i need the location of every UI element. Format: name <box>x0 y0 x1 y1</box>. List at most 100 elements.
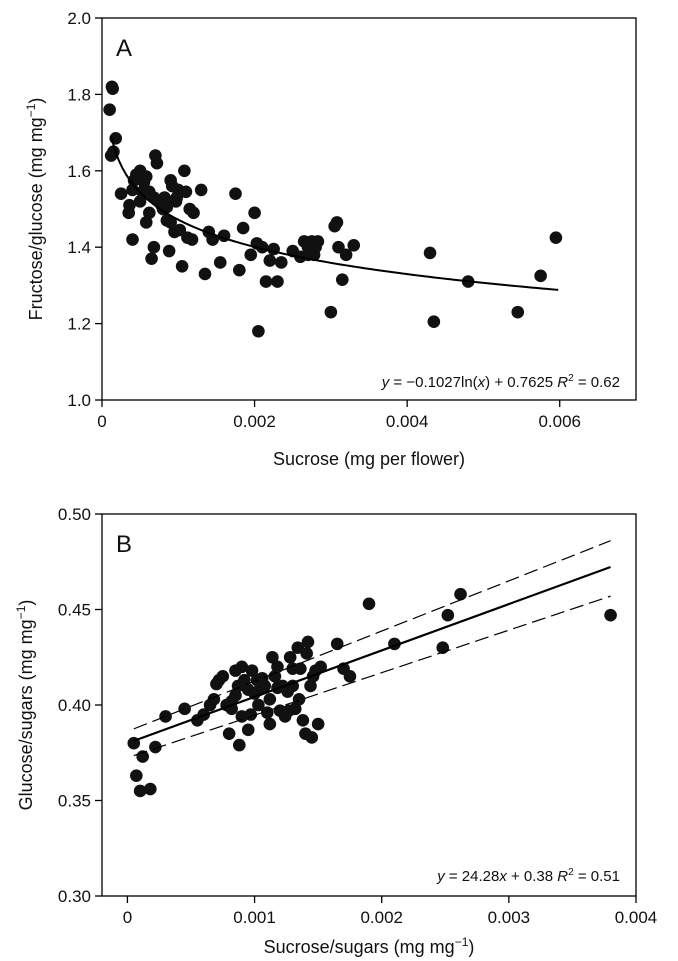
x-tick-label-a: 0.006 <box>538 412 581 431</box>
equation-b-y: y <box>436 868 446 885</box>
data-point-b <box>263 717 277 731</box>
data-point-b <box>222 727 236 740</box>
data-point-a <box>252 324 265 338</box>
fit-curve-a <box>110 136 559 291</box>
fit-line-b <box>133 565 611 742</box>
data-point-a <box>336 273 349 286</box>
chart-a: A 1.0 1.2 1.4 1.6 1.8 2.0 0 0.002 0.004 0.006 Su… <box>24 9 637 469</box>
equation-a-y: y <box>381 374 391 391</box>
data-point-b <box>304 679 317 693</box>
data-point-b <box>441 608 455 622</box>
y-axis-title-a-main: Fructose/glucose (mg mg <box>26 117 46 320</box>
data-point-b <box>296 713 310 727</box>
y-tick-label-a: 1.6 <box>67 162 91 181</box>
data-point-b <box>144 782 157 796</box>
data-point-b <box>149 740 162 754</box>
data-point-a <box>194 183 208 197</box>
data-point-b <box>271 660 284 674</box>
equation-b: y = 24.28x + 0.38 R2 = 0.51 <box>436 867 620 885</box>
x-axis-title-a: Sucrose (mg per flower) <box>273 449 465 469</box>
data-point-b <box>330 637 344 651</box>
data-point-a <box>123 198 136 212</box>
data-point-b <box>159 710 172 723</box>
data-point-b <box>454 587 467 601</box>
data-point-b <box>178 702 191 716</box>
x-axis-title-b: Sucrose/sugars (mg mg−1) <box>264 935 475 957</box>
y-tick-label-a: 1.2 <box>67 315 91 334</box>
data-point-a <box>178 164 191 178</box>
data-point-b <box>362 597 376 611</box>
y-axis-title-b-main: Glucose/sugars (mg mg <box>16 619 36 810</box>
data-point-a <box>427 315 441 328</box>
data-point-a <box>160 195 174 208</box>
data-point-a <box>330 216 344 229</box>
x-tick-label-b: 0.003 <box>488 908 531 927</box>
data-point-b <box>130 769 143 782</box>
points-a <box>103 80 563 338</box>
data-point-b <box>311 717 325 731</box>
y-tick-label-b: 0.30 <box>58 887 91 906</box>
data-point-a <box>126 233 139 246</box>
data-point-b <box>241 723 255 737</box>
equation-a: y = −0.1027ln(x) + 0.7625 R2 = 0.62 <box>381 373 620 391</box>
equation-a-suffix: ) + 0.7625 <box>485 374 557 391</box>
x-axis-title-b-main: Sucrose/sugars (mg mg <box>264 937 455 957</box>
x-axis-b: 0 0.001 0.002 0.003 0.004 <box>123 896 657 927</box>
data-point-a <box>179 185 193 199</box>
data-point-b <box>263 692 277 706</box>
y-axis-a: 1.0 1.2 1.4 1.6 1.8 2.0 <box>67 9 102 410</box>
plot-area-a <box>101 17 637 401</box>
data-point-a <box>233 263 246 277</box>
y-axis-title-a: Fructose/glucose (mg mg−1) <box>24 98 46 321</box>
chart-b: B 0.300.350.400.450.50 0 0.001 0.002 0.003 0… <box>14 505 657 957</box>
y-axis-title-b: Glucose/sugars (mg mg−1) <box>14 600 36 811</box>
data-point-a <box>133 195 147 208</box>
y-axis-b: 0.30 0.35 0.40 0.45 0.50 <box>58 505 102 906</box>
data-point-a <box>534 269 547 283</box>
data-point-a <box>339 248 353 262</box>
y-tick-label-b: 0.40 <box>58 696 91 715</box>
equation-b-r-sup: 2 <box>568 867 574 878</box>
equation-b-mid: = 24.28 <box>445 868 500 885</box>
data-point-b <box>133 784 147 798</box>
data-point-a <box>162 244 176 258</box>
y-tick-label-a: 1.0 <box>67 391 91 410</box>
x-tick-label-a: 0.002 <box>233 412 276 431</box>
panel-label-a: A <box>116 35 132 62</box>
y-tick-label-a: 1.4 <box>67 238 91 257</box>
data-point-a <box>248 206 261 220</box>
data-point-a <box>332 240 345 254</box>
data-point-a <box>170 191 184 204</box>
data-point-b <box>292 692 306 706</box>
data-point-b <box>294 662 307 676</box>
equation-a-mid: = −0.1027ln( <box>389 374 477 391</box>
data-point-a <box>147 191 161 204</box>
data-point-b <box>244 708 258 721</box>
data-point-a <box>173 223 187 237</box>
data-point-a <box>311 235 325 248</box>
data-point-b <box>268 670 282 683</box>
data-point-b <box>245 664 259 677</box>
ci-lower-b <box>133 595 611 757</box>
data-point-a <box>175 260 189 273</box>
y-axis-title-b-end: ) <box>16 600 36 606</box>
panel-label-b: B <box>116 531 132 558</box>
ci-upper-b <box>133 540 611 730</box>
data-point-a <box>244 248 258 262</box>
equation-a-r-sup: 2 <box>568 373 574 384</box>
equation-b-r: R <box>557 868 568 885</box>
data-point-b <box>229 664 242 677</box>
y-axis-title-a-end: ) <box>26 98 46 104</box>
data-point-a <box>185 233 199 246</box>
data-point-a <box>274 256 288 269</box>
data-point-a <box>198 267 212 281</box>
data-point-b <box>291 641 305 654</box>
x-tick-label-b: 0 <box>123 908 132 927</box>
data-point-b <box>301 635 315 649</box>
y-tick-label-b: 0.35 <box>58 792 91 811</box>
data-point-a <box>147 240 161 254</box>
data-point-a <box>187 206 200 220</box>
data-point-a <box>271 275 284 288</box>
x-tick-label-a: 0.004 <box>386 412 429 431</box>
x-axis-title-b-end: ) <box>468 937 474 957</box>
